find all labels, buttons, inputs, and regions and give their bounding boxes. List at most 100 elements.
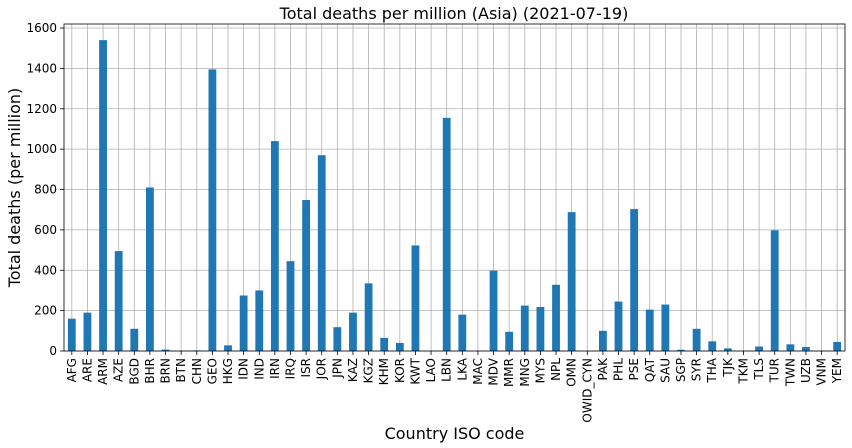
bar-qat	[645, 309, 654, 351]
y-tick-label: 1200	[26, 102, 57, 116]
x-tick-label: ARE	[80, 358, 94, 382]
x-tick-label: IRN	[268, 358, 282, 379]
bar-lka	[458, 314, 467, 351]
x-tick-label: LBN	[440, 358, 454, 382]
bar-tls	[755, 346, 763, 351]
bars	[67, 40, 842, 352]
x-tick-label: KOR	[393, 358, 407, 383]
x-tick-label: IND	[252, 358, 266, 380]
x-tick-label: MYS	[533, 358, 547, 383]
bar-irn	[270, 141, 279, 351]
bar-pak	[598, 330, 607, 351]
bar-omn	[567, 212, 576, 351]
y-tick-label: 800	[34, 183, 57, 197]
bar-idn	[239, 295, 248, 351]
x-tick-label: IDN	[237, 358, 251, 380]
bar-bhr	[146, 187, 154, 351]
bar-syr	[692, 328, 701, 351]
x-tick-label: MMR	[502, 358, 516, 387]
x-tick-label: AFG	[65, 358, 79, 382]
bar-kwt	[411, 245, 420, 351]
x-tick-label: ARM	[96, 358, 110, 385]
bar-sgp	[677, 349, 685, 351]
x-tick-label: THA	[705, 357, 719, 383]
bar-geo	[208, 69, 217, 352]
x-tick-label: KWT	[408, 357, 422, 384]
x-tick-label: OWID_CYN	[580, 358, 594, 423]
x-tick-label: BRN	[159, 358, 173, 384]
bar-tjk	[723, 348, 732, 351]
bar-twn	[786, 344, 795, 351]
x-tick-label: KGZ	[362, 358, 376, 383]
x-tick-label: SGP	[674, 358, 688, 382]
x-tick-label: HKG	[221, 358, 235, 384]
bar-kor	[395, 342, 404, 351]
x-tick-label: QAT	[643, 357, 657, 382]
y-tick-label: 600	[34, 223, 57, 237]
x-tick-label: PSE	[627, 358, 641, 380]
bar-kgz	[364, 283, 373, 351]
bar-tha	[708, 341, 717, 351]
bar-isr	[302, 200, 311, 351]
x-tick-label: TUR	[768, 358, 782, 383]
x-tick-label: JOR	[315, 358, 329, 380]
bar-are	[83, 312, 92, 351]
x-axis-ticks: AFG ARE ARM AZE BGD BHR BRN BTN CHN GEO HKG IDN IND I…	[65, 351, 844, 423]
bar-hkg	[224, 345, 232, 351]
x-tick-label: MDV	[487, 357, 501, 385]
x-tick-label: BHR	[143, 358, 157, 384]
x-tick-label: OMN	[565, 358, 579, 387]
x-tick-label: SYR	[690, 358, 704, 381]
bar-phl	[614, 301, 623, 351]
x-tick-label: KHM	[377, 358, 391, 385]
x-tick-label: SAU	[658, 358, 672, 383]
bar-tur	[770, 230, 779, 351]
y-tick-label: 1600	[26, 21, 57, 35]
x-tick-label: TKM	[736, 358, 750, 385]
bar-irq	[286, 261, 295, 351]
x-tick-label: BGD	[127, 358, 141, 385]
y-tick-label: 1400	[26, 61, 57, 75]
y-tick-label: 0	[49, 344, 57, 358]
x-tick-label: JPN	[330, 358, 344, 379]
bar-khm	[380, 337, 389, 351]
bar-ind	[255, 290, 264, 351]
y-tick-label: 400	[34, 263, 57, 277]
bar-mys	[536, 306, 545, 351]
bar-afg	[67, 318, 76, 351]
x-axis-label: Country ISO code	[385, 424, 525, 443]
x-tick-label: TWN	[783, 358, 797, 387]
bar-kaz	[349, 312, 357, 351]
bar-mng	[520, 305, 529, 351]
y-axis-label: Total deaths (per million)	[5, 88, 24, 289]
x-tick-label: TLS	[752, 358, 766, 381]
x-tick-label: UZB	[799, 358, 813, 383]
bar-mmr	[505, 331, 514, 351]
bar-mdv	[489, 270, 498, 351]
x-tick-label: NPL	[549, 358, 563, 381]
x-tick-label: GEO	[205, 358, 219, 384]
bar-lbn	[442, 117, 451, 351]
bar-yem	[833, 341, 842, 351]
x-tick-label: LKA	[455, 357, 469, 380]
x-tick-label: MNG	[518, 358, 532, 387]
bar-aze	[114, 251, 123, 351]
x-tick-label: IRQ	[283, 358, 297, 379]
y-tick-label: 200	[34, 304, 57, 318]
x-tick-label: MAC	[471, 358, 485, 385]
x-tick-label: KAZ	[346, 358, 360, 382]
bar-brn	[161, 349, 170, 351]
chart-title: Total deaths per million (Asia) (2021-07…	[279, 4, 629, 23]
x-tick-label: AZE	[112, 358, 126, 382]
x-tick-label: PHL	[612, 358, 626, 381]
bar-npl	[552, 284, 560, 351]
plot-frame	[63, 23, 846, 352]
grid-lines	[64, 24, 845, 352]
bar-uzb	[802, 346, 810, 351]
x-tick-label: CHN	[190, 358, 204, 384]
x-tick-label: PAK	[596, 357, 610, 381]
y-axis-ticks: 0 200 400 600 800 1000 1200 1400 1600	[26, 21, 64, 358]
y-tick-label: 1000	[26, 142, 57, 156]
